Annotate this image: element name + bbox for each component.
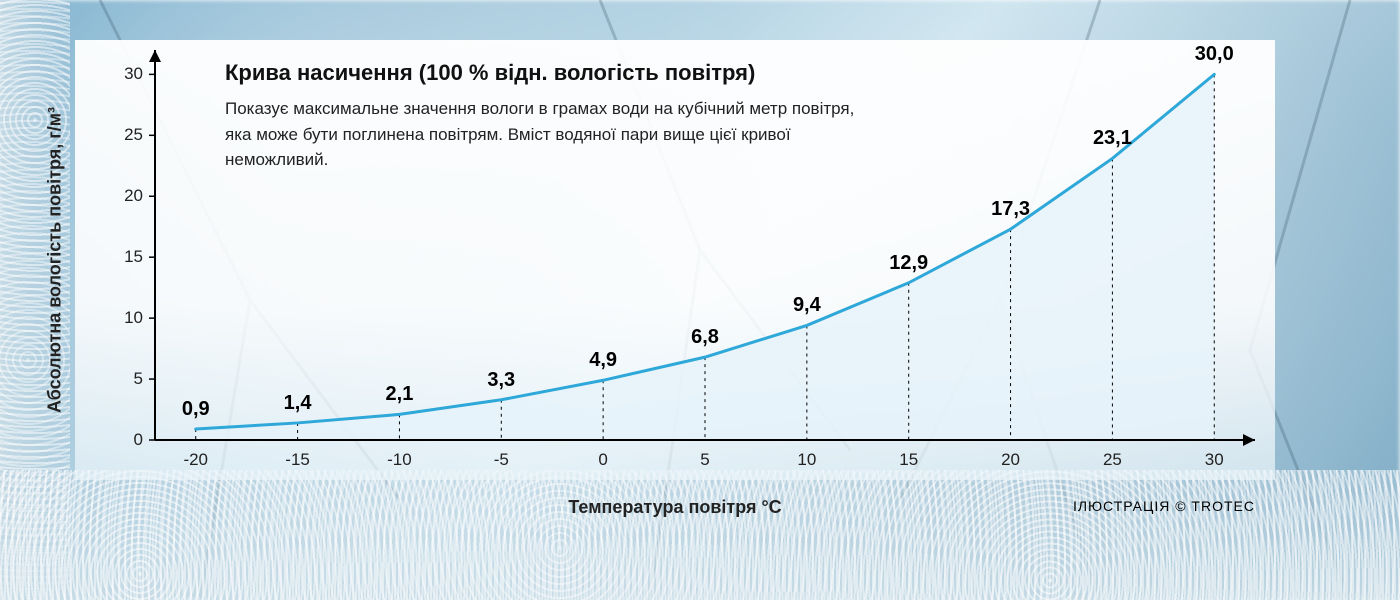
data-point-label: 4,9 xyxy=(589,349,617,372)
y-tick-label: 10 xyxy=(124,308,155,328)
data-point-label: 6,8 xyxy=(691,326,719,349)
x-tick-label: -20 xyxy=(183,440,208,470)
x-tick-label: 25 xyxy=(1103,440,1122,470)
x-axis-label: Температура повітря °C xyxy=(568,497,781,518)
chart-title-block: Крива насичення (100 % відн. вологість п… xyxy=(225,60,875,173)
y-tick-label: 25 xyxy=(124,125,155,145)
illustration-credit: ІЛЮСТРАЦІЯ © TROTEC xyxy=(1073,498,1255,514)
data-point-label: 1,4 xyxy=(284,392,312,415)
frost-edge-bottom xyxy=(0,470,1400,600)
x-tick-label: -10 xyxy=(387,440,412,470)
data-point-label: 17,3 xyxy=(991,198,1030,221)
x-tick-label: 30 xyxy=(1205,440,1224,470)
y-tick-label: 20 xyxy=(124,186,155,206)
data-point-label: 0,9 xyxy=(182,398,210,421)
x-tick-label: 5 xyxy=(700,440,709,470)
y-tick-label: 15 xyxy=(124,247,155,267)
y-tick-label: 5 xyxy=(134,369,155,389)
x-tick-label: 20 xyxy=(1001,440,1020,470)
data-point-label: 12,9 xyxy=(889,252,928,275)
y-axis-label: Абсолютна вологість повітря, г/м³ xyxy=(45,107,66,413)
chart-title: Крива насичення (100 % відн. вологість п… xyxy=(225,60,875,86)
data-point-label: 9,4 xyxy=(793,294,821,317)
y-tick-label: 0 xyxy=(134,430,155,450)
x-tick-label: -5 xyxy=(494,440,509,470)
chart-panel: Абсолютна вологість повітря, г/м³ Темпер… xyxy=(75,40,1275,480)
data-point-label: 30,0 xyxy=(1195,43,1234,66)
x-tick-label: 10 xyxy=(797,440,816,470)
data-point-label: 23,1 xyxy=(1093,127,1132,150)
x-tick-label: 15 xyxy=(899,440,918,470)
chart-description: Показує максимальне значення вологи в гр… xyxy=(225,96,875,173)
x-tick-label: -15 xyxy=(285,440,310,470)
data-point-label: 2,1 xyxy=(386,383,414,406)
x-tick-label: 0 xyxy=(598,440,607,470)
data-point-label: 3,3 xyxy=(487,369,515,392)
y-tick-label: 30 xyxy=(124,64,155,84)
